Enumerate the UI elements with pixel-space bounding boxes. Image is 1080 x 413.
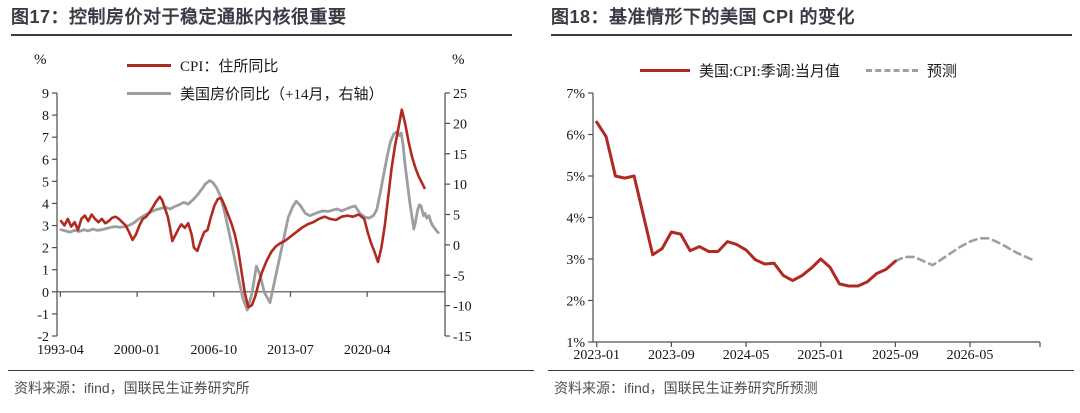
- left-axis-tick-label: 2%: [566, 295, 585, 310]
- gray-solid-line-swatch: [127, 91, 171, 95]
- left-axis-tick-label: 9: [42, 87, 49, 102]
- right-axis-tick-label: 25: [453, 87, 467, 102]
- x-axis-tick-label: 1993-04: [37, 343, 84, 358]
- right-axis-tick-label: 5: [453, 209, 460, 224]
- figure-18-plot: 7% 6% 5% 4% 3% 2% 1%2023-01 2023-09 2024-05 2025-…: [566, 87, 1041, 363]
- legend-label-cpi-shelter: CPI：住所同比: [180, 58, 279, 75]
- left-axis-tick-label: 4: [42, 197, 49, 212]
- left-axis-tick-label: 2: [42, 242, 49, 257]
- figure-17-left-axis-unit: %: [34, 52, 47, 68]
- right-axis-tick-label: -5: [453, 269, 465, 284]
- left-axis-tick-label: 1: [42, 264, 49, 279]
- right-axis-tick-label: 20: [453, 117, 467, 132]
- left-axis-tick-label: 7: [42, 131, 49, 146]
- legend-item-house-price: 美国房价同比（+14月，右轴）: [127, 83, 383, 103]
- legend-label-us-cpi: 美国:CPI:季调:当月值: [699, 63, 840, 80]
- right-axis-tick-label: 15: [453, 148, 467, 163]
- figure-17: 图17：控制房价对于稳定通胀内核很重要 % % CPI：住所同比 美国房价同比（…: [8, 3, 534, 396]
- left-axis-tick-label: 5: [42, 175, 49, 190]
- x-axis-tick-label: 2023-09: [648, 348, 695, 363]
- right-axis-tick-label: 0: [453, 239, 460, 254]
- figure-18-footer-divider: [548, 370, 1074, 371]
- legend-label-house-price: 美国房价同比（+14月，右轴）: [180, 86, 384, 103]
- red-solid-line-swatch: [640, 68, 690, 72]
- legend-item-cpi-shelter: CPI：住所同比: [127, 55, 383, 75]
- x-axis-tick-label: 2023-01: [573, 348, 620, 363]
- left-axis-tick-label: 6%: [566, 129, 585, 144]
- figure-17-source: 资料来源：ifind，国联民生证券研究所: [14, 380, 250, 396]
- red-solid-line-swatch: [127, 63, 171, 67]
- right-axis-tick-label: 10: [453, 178, 467, 193]
- x-axis-tick-label: 2006-10: [190, 343, 237, 358]
- gray-dashed-line-swatch: [865, 68, 918, 72]
- figure-17-title: 图17：控制房价对于稳定通胀内核很重要: [11, 3, 512, 36]
- series-line-forecast: [894, 237, 1037, 267]
- series-line-left: [595, 120, 897, 288]
- figure-17-footer-divider: [8, 370, 534, 371]
- left-axis-tick-label: 5%: [566, 170, 585, 185]
- left-axis-tick-label: 3: [42, 220, 49, 235]
- x-axis-tick-label: 2025-01: [797, 348, 844, 363]
- left-axis-tick-label: 3%: [566, 253, 585, 268]
- figure-17-legend: CPI：住所同比 美国房价同比（+14月，右轴）: [127, 55, 383, 111]
- figure-18-title: 图18：基准情形下的美国 CPI 的变化: [551, 3, 1072, 36]
- figure-18: 图18：基准情形下的美国 CPI 的变化 美国:CPI:季调:当月值 预测 7%…: [540, 0, 1080, 413]
- legend-item-forecast: 预测: [865, 60, 957, 80]
- x-axis-tick-label: 2025-09: [872, 348, 919, 363]
- right-axis-tick-label: -15: [453, 330, 472, 345]
- left-axis-tick-label: 0: [42, 286, 49, 301]
- legend-label-forecast: 预测: [926, 63, 957, 80]
- x-axis-tick-label: 2013-07: [267, 343, 314, 358]
- x-axis-tick-label: 2026-05: [947, 348, 994, 363]
- left-axis-tick-label: 7%: [566, 87, 585, 102]
- left-axis-tick-label: 8: [42, 109, 49, 124]
- series-line-right: [59, 130, 440, 312]
- left-axis-tick-label: -2: [37, 330, 49, 345]
- left-axis-tick-label: -1: [37, 308, 49, 323]
- figure-17-right-axis-unit: %: [452, 52, 465, 68]
- series-line-left: [59, 108, 426, 309]
- x-axis-tick-label: 2000-01: [114, 343, 161, 358]
- figure-18-source: 资料来源：ifind，国联民生证券研究所预测: [554, 380, 818, 396]
- right-axis-tick-label: -10: [453, 300, 472, 315]
- left-axis-tick-label: 1%: [566, 336, 585, 351]
- x-axis-tick-label: 2020-04: [344, 343, 391, 358]
- x-axis-tick-label: 2024-05: [723, 348, 770, 363]
- left-axis-tick-label: 6: [42, 153, 49, 168]
- left-axis-tick-label: 4%: [566, 212, 585, 227]
- figure-18-legend: 美国:CPI:季调:当月值 预测: [640, 60, 957, 80]
- legend-item-us-cpi: 美国:CPI:季调:当月值: [640, 60, 840, 80]
